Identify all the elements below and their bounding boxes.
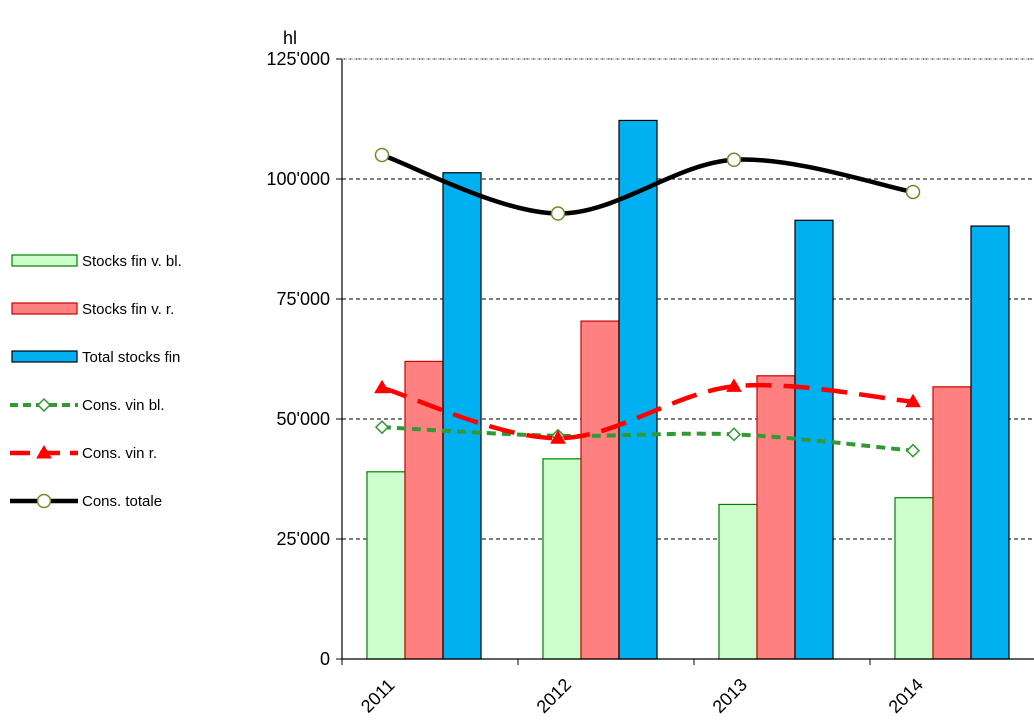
data-point [374, 420, 390, 435]
legend-label: Total stocks fin [82, 349, 180, 366]
bars [366, 119, 1010, 660]
legend-swatch [11, 350, 78, 363]
legend-swatch [11, 254, 78, 267]
series-line [381, 152, 914, 216]
data-point [374, 147, 390, 163]
data-point [905, 184, 921, 200]
y-tick-label: 0 [320, 649, 330, 669]
y-tick-label: 100'000 [266, 169, 330, 189]
bar [718, 503, 758, 660]
y-tick-label: 25'000 [277, 529, 331, 549]
data-point [726, 152, 742, 168]
y-tick-label: 125'000 [266, 49, 330, 69]
bar [366, 471, 406, 660]
bar [580, 320, 620, 660]
data-point [726, 378, 742, 392]
bar [970, 225, 1010, 660]
bar [404, 360, 444, 660]
legend-marker [36, 493, 52, 509]
data-point [374, 379, 390, 394]
legend: Stocks fin v. bl. Stocks fin v. r. Total s… [10, 253, 182, 510]
bar [794, 219, 834, 660]
data-point [550, 430, 566, 444]
y-axis-label: hl [283, 28, 297, 48]
legend-label: Cons. vin r. [82, 445, 157, 462]
legend-swatch [11, 302, 78, 315]
data-point [905, 393, 921, 408]
legend-label: Stocks fin v. bl. [82, 253, 182, 270]
lines [374, 147, 921, 458]
bar [756, 375, 796, 660]
legend-marker [36, 445, 52, 459]
bar [932, 386, 972, 660]
data-point [905, 443, 921, 458]
legend-marker [36, 397, 52, 413]
data-point [550, 206, 566, 221]
series-line [381, 382, 914, 441]
data-point [726, 427, 742, 442]
series-line [381, 425, 914, 453]
legend-label: Stocks fin v. r. [82, 301, 174, 318]
bar [894, 497, 934, 660]
x-tick-label: 2012 [533, 675, 575, 717]
x-tick-label: 2013 [709, 675, 751, 717]
bar [542, 458, 582, 660]
x-tick-label: 2011 [357, 675, 399, 717]
legend-label: Cons. totale [82, 493, 162, 510]
x-tick-label: 2014 [885, 675, 927, 717]
bar [618, 119, 658, 660]
y-tick-label: 50'000 [277, 409, 331, 429]
y-tick-label: 75'000 [277, 289, 331, 309]
legend-label: Cons. vin bl. [82, 397, 165, 414]
